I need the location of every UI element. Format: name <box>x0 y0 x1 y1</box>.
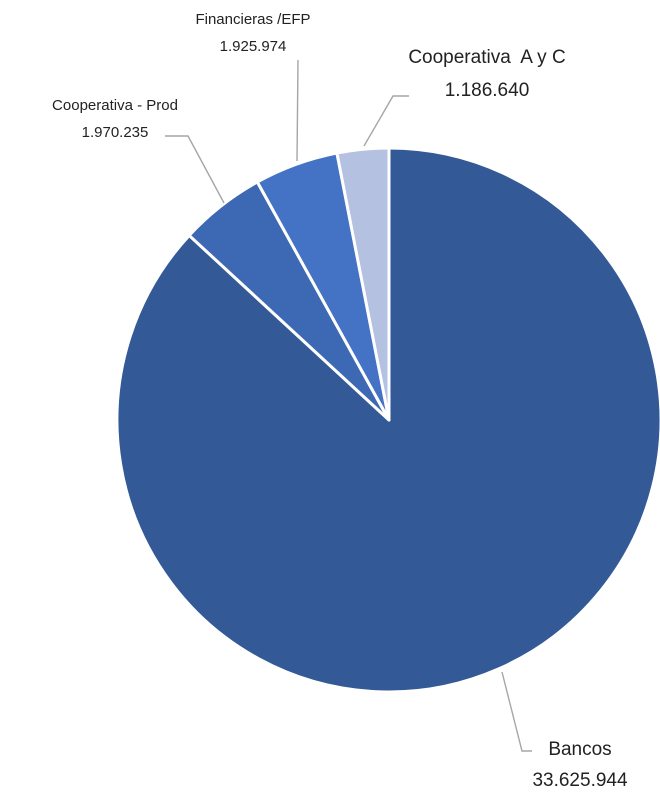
data-labels: Bancos 33.625.944 Cooperativa - Prod 1.9… <box>52 11 628 791</box>
leader-line-cooperativa-prod <box>165 135 225 204</box>
label-category-bancos: Bancos <box>548 739 611 760</box>
pie-slices <box>115 146 660 694</box>
label-category-cooperativa-ayc: Cooperativa A y C <box>408 47 565 68</box>
label-category-cooperativa-prod: Cooperativa - Prod <box>52 97 178 114</box>
label-value-cooperativa-prod: 1.970.235 <box>82 124 149 141</box>
leader-lines <box>165 59 532 752</box>
label-value-financieras: 1.925.974 <box>220 38 287 55</box>
pie-slice-cooperativa-a-y-c <box>335 146 391 422</box>
leader-line-bancos <box>501 671 532 752</box>
leader-line-cooperativa-ayc <box>363 95 409 147</box>
label-value-bancos: 33.625.944 <box>532 770 628 791</box>
leader-line-financieras <box>296 59 299 162</box>
label-category-financieras: Financieras /EFP <box>195 11 310 28</box>
label-value-cooperativa-ayc: 1.186.640 <box>445 80 530 101</box>
